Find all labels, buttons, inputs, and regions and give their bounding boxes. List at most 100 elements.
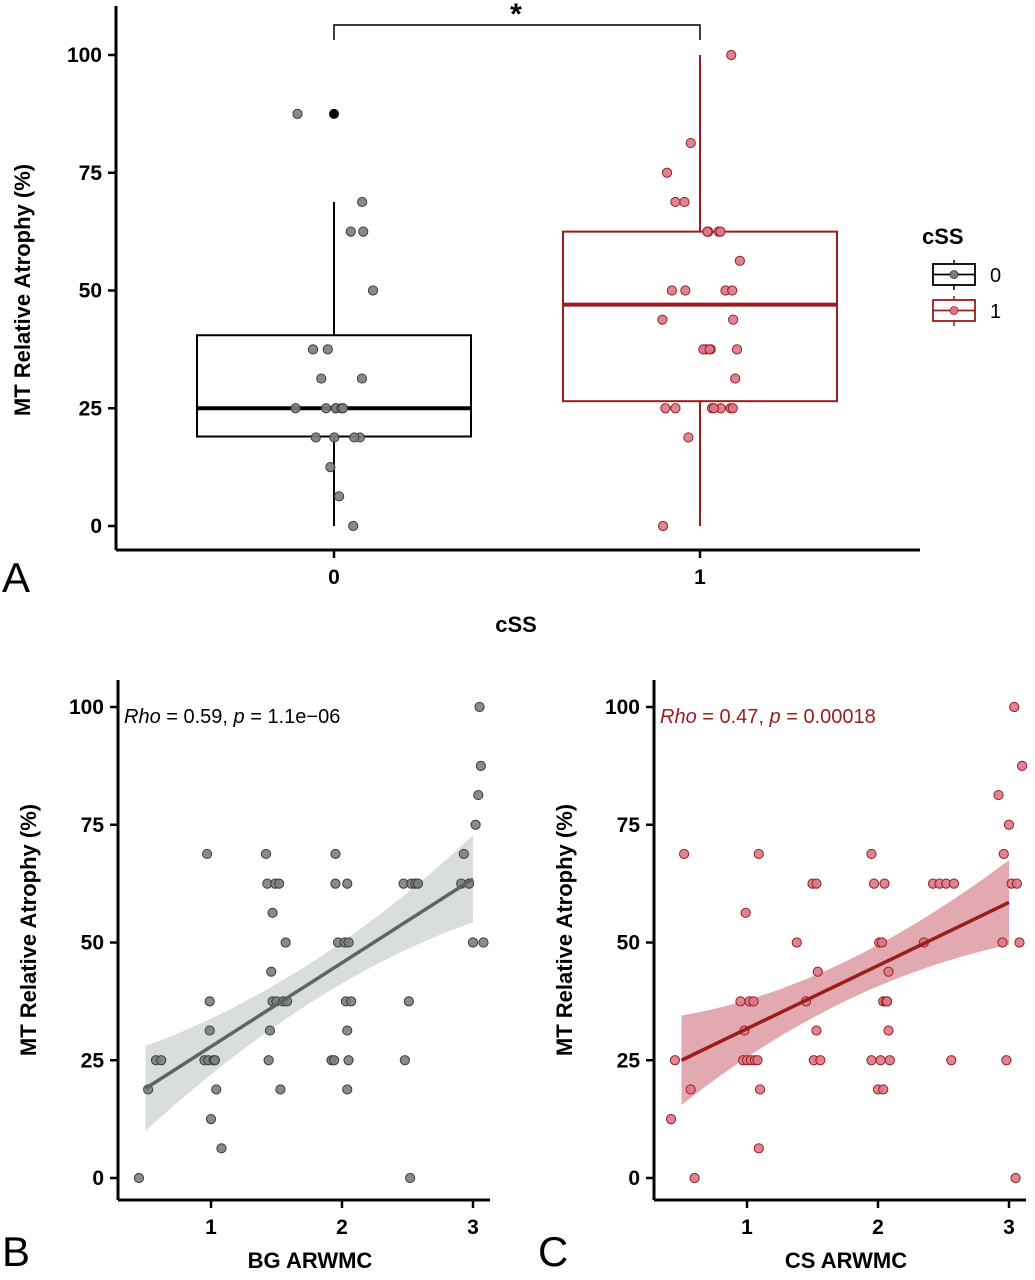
- data-point: [1010, 1172, 1021, 1184]
- data-point: [997, 937, 1008, 948]
- data-point: [811, 1025, 822, 1036]
- data-point: [348, 520, 359, 532]
- data-point: [726, 49, 737, 61]
- xtick-label: 3: [467, 1216, 479, 1239]
- legend-title: cSS: [922, 224, 964, 249]
- data-point: [752, 1055, 763, 1066]
- panel-a-points: [290, 49, 745, 532]
- data-point: [665, 1114, 677, 1125]
- panel-c-axes: 0 25 50 75 100 1 2 3: [605, 680, 1026, 1239]
- data-point: [740, 907, 751, 918]
- legend-key-1: [932, 296, 976, 326]
- panel-a-legend: cSS 0 1: [922, 224, 1001, 326]
- data-point: [349, 432, 360, 443]
- data-point: [274, 878, 285, 889]
- data-point: [876, 937, 888, 948]
- data-point: [993, 789, 1004, 801]
- data-point: [868, 878, 880, 889]
- data-point: [475, 760, 486, 771]
- data-point: [948, 878, 960, 889]
- data-point: [666, 285, 677, 296]
- data-point: [342, 1084, 353, 1095]
- panel-c-ylabel: MT Relative Atrophy (%): [552, 804, 577, 1056]
- data-point: [209, 1055, 221, 1066]
- data-point: [204, 1025, 215, 1036]
- data-point: [882, 996, 893, 1007]
- data-point: [670, 196, 681, 208]
- data-point: [1011, 878, 1022, 889]
- data-point: [708, 403, 720, 414]
- xtick-label: 2: [336, 1216, 348, 1239]
- data-point: [883, 966, 894, 977]
- panel-c-points: [665, 701, 1028, 1184]
- data-point: [474, 701, 485, 713]
- box-iqr: [562, 230, 838, 403]
- data-point: [367, 285, 379, 296]
- data-point: [156, 1055, 167, 1066]
- panel-b-annotation: Rho = 0.59, p = 1.1e−06: [124, 706, 340, 728]
- data-point: [875, 1055, 886, 1066]
- box-iqr: [196, 334, 472, 438]
- data-point: [307, 344, 319, 355]
- ytick-label: 100: [605, 696, 640, 719]
- data-point: [702, 226, 713, 237]
- panel-c-annotation: Rho = 0.47, p = 0.00018: [660, 706, 876, 728]
- panel-b-p-value: = 1.1e−06: [245, 706, 341, 728]
- panel-a-boxes: [196, 55, 838, 526]
- panel-c-letter: C: [538, 1228, 568, 1275]
- panel-b-letter: B: [2, 1228, 30, 1275]
- panel-a-ytick-label: 50: [79, 280, 102, 303]
- panel-c-rho-value: = 0.47,: [697, 706, 770, 728]
- panel-a-letter: A: [2, 554, 30, 601]
- ytick-label: 75: [617, 814, 641, 837]
- panel-c-xlabel: CS ARWMC: [785, 1248, 907, 1273]
- data-point: [679, 196, 690, 208]
- data-point: [330, 848, 341, 860]
- data-point: [201, 848, 213, 860]
- data-point: [470, 819, 481, 830]
- xtick-label: 3: [1003, 1216, 1015, 1239]
- data-point: [412, 878, 424, 889]
- data-point: [1009, 701, 1020, 713]
- data-point: [727, 285, 738, 296]
- data-point: [683, 432, 694, 443]
- data-point: [730, 373, 741, 384]
- data-point: [205, 1114, 217, 1125]
- data-point: [267, 907, 278, 918]
- data-point: [879, 878, 890, 889]
- data-point: [731, 344, 743, 355]
- data-point: [260, 848, 272, 860]
- panel-a-significance: *: [510, 0, 522, 31]
- data-point: [755, 1084, 766, 1095]
- data-point: [670, 403, 681, 414]
- xtick-label: 1: [205, 1216, 217, 1239]
- data-point: [343, 937, 354, 948]
- data-point: [458, 848, 469, 860]
- data-point: [735, 996, 746, 1007]
- regression-line: [680, 900, 1010, 1062]
- panel-a-axes: [114, 6, 920, 552]
- data-point: [866, 1055, 877, 1066]
- data-point: [728, 314, 739, 325]
- data-point: [1001, 1055, 1012, 1066]
- panel-a-ytick-label: 25: [79, 397, 103, 420]
- data-point: [727, 403, 738, 414]
- panel-a-ytick-label: 0: [90, 515, 102, 538]
- ytick-label: 50: [81, 932, 104, 955]
- data-point: [753, 848, 764, 860]
- data-point: [1017, 760, 1028, 771]
- panel-a-xtick-label: 0: [328, 566, 340, 589]
- ytick-label: 100: [69, 696, 104, 719]
- data-point: [680, 285, 691, 296]
- panel-b-axes: 0 25 50 75 100 1 2 3: [69, 680, 490, 1239]
- panel-c-fit-line: [680, 900, 1010, 1062]
- data-point: [1003, 819, 1015, 830]
- panel-b-fit-line: [144, 877, 474, 1090]
- panel-c-p-value: = 0.00018: [781, 706, 876, 728]
- data-point: [661, 167, 673, 178]
- data-point: [812, 966, 823, 977]
- data-point: [685, 137, 696, 149]
- legend-label-1: 1: [990, 301, 1001, 323]
- panel-a-ytick-label: 75: [79, 162, 103, 185]
